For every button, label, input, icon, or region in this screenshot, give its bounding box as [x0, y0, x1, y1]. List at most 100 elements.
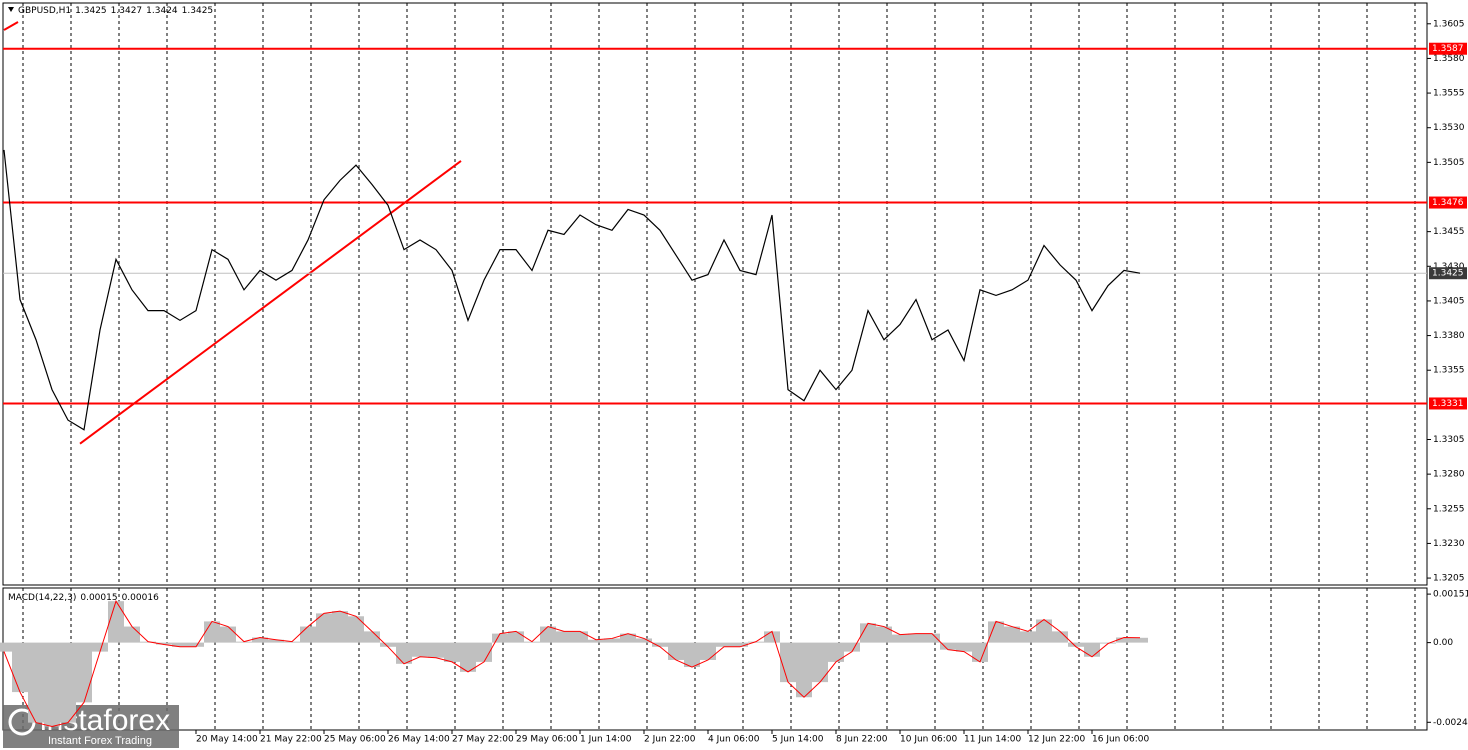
y-tick-label: 1.3230 [1433, 539, 1465, 549]
macd-bar [204, 621, 220, 643]
macd-bar [636, 638, 652, 643]
macd-bar [828, 642, 844, 662]
macd-bar [92, 642, 108, 652]
x-tick-label: 29 May 06:00 [516, 735, 578, 745]
level-label: 1.3331 [1432, 399, 1464, 409]
macd-bar [316, 613, 332, 643]
macd-bar [604, 638, 620, 643]
macd-bar [380, 642, 396, 647]
macd-bar [876, 626, 892, 643]
time-grid [22, 3, 1416, 730]
y-tick-label: 1.3255 [1433, 504, 1465, 514]
macd-bar [76, 642, 92, 703]
x-tick-label: 1 Jun 14:00 [580, 735, 632, 745]
macd-bar [0, 642, 12, 652]
macd-bar [588, 639, 604, 643]
level-label-bg [1429, 196, 1467, 209]
macd-bar [412, 642, 428, 657]
macd-header: MACD(14,22,3) 0.00015 0.00016 [8, 593, 159, 603]
macd-bar [172, 642, 188, 647]
y-tick-label: 1.3455 [1433, 227, 1465, 237]
collapse-icon [8, 7, 14, 12]
y-tick-label: -0.00248 [1433, 718, 1468, 728]
macd-bar [812, 642, 828, 683]
x-tick-label: 2 Jun 22:00 [644, 735, 696, 745]
macd-bar [12, 642, 28, 693]
macd-bar [796, 642, 812, 698]
y-tick-label: 1.3280 [1433, 470, 1465, 480]
y-tick-label: 1.3355 [1433, 366, 1465, 376]
x-tick-label: 5 Jun 14:00 [772, 735, 824, 745]
macd-bar [396, 642, 412, 664]
trendline [79, 160, 462, 445]
macd-bar [508, 631, 524, 643]
watermark-tagline: Instant Forex Trading [48, 735, 152, 747]
macd-bar [860, 623, 876, 643]
macd-bar [1052, 631, 1068, 643]
macd-bar [684, 642, 700, 668]
macd-bar [268, 639, 284, 643]
macd-bar [892, 634, 908, 643]
y-tick-label: 1.3430 [1433, 262, 1465, 272]
macd-bar [1084, 642, 1100, 657]
macd-bar [700, 642, 716, 660]
x-tick-label: 27 May 22:00 [452, 735, 514, 745]
level-label: 1.3476 [1432, 198, 1464, 208]
signal-line [3, 599, 1141, 727]
macd-bar [124, 626, 140, 643]
y-tick-label: 0.00151 [1433, 590, 1468, 600]
macd-bar [444, 642, 460, 662]
macd-bar [924, 633, 940, 643]
macd-bar [956, 642, 972, 652]
header-part: 1.3425 [75, 6, 107, 16]
macd-bar [764, 631, 780, 643]
macd-bar [972, 642, 988, 662]
level-label-bg [1429, 397, 1467, 410]
macd-bar [556, 631, 572, 643]
x-tick-label: 26 May 14:00 [388, 735, 450, 745]
x-tick-label: 16 Jun 06:00 [1092, 735, 1149, 745]
y-tick-label: 1.3380 [1433, 331, 1465, 341]
macd-bar [620, 633, 636, 643]
y-tick-label: 1.3555 [1433, 89, 1465, 99]
header-part: GBPUSD,H1 [18, 6, 71, 16]
macd-bar [492, 633, 508, 643]
header-part: 0.00016 [122, 593, 159, 603]
macd-bar [1068, 642, 1084, 647]
level-label-bg [1429, 42, 1467, 55]
macd-bar [60, 642, 76, 723]
macd-bar [1020, 631, 1036, 643]
header-part: MACD(14,22,3) [8, 593, 76, 603]
x-tick-label: 25 May 06:00 [324, 735, 386, 745]
macd-bar [156, 642, 172, 645]
macd-bar [364, 631, 380, 643]
macd-bar [652, 642, 668, 647]
x-tick-label: 12 Jun 22:00 [1028, 735, 1085, 745]
y-tick-label: 1.3405 [1433, 296, 1465, 306]
main-frame [2, 2, 1428, 586]
current-price-label: 1.3425 [1432, 269, 1464, 279]
macd-bar [1116, 637, 1132, 643]
macd-bar [732, 642, 748, 647]
y-tick-label: 0.00 [1433, 638, 1453, 648]
macd-bar [220, 626, 236, 643]
macd-bar [428, 642, 444, 658]
macd-bar [460, 642, 476, 672]
x-tick-label: 10 Jun 06:00 [900, 735, 957, 745]
header-part: 1.3425 [182, 6, 214, 16]
macd-bar [332, 611, 348, 643]
current-price-bg [1429, 267, 1467, 280]
macd-bar [348, 616, 364, 643]
macd-bar [780, 642, 796, 683]
drawing-stub [3, 21, 19, 31]
macd-bar [188, 642, 204, 647]
y-tick-label: 1.3580 [1433, 54, 1465, 64]
macd-bar [476, 642, 492, 662]
macd-bar [988, 621, 1004, 643]
y-tick-label: 1.3530 [1433, 123, 1465, 133]
macd-bar [1036, 619, 1052, 643]
x-tick-label: 21 May 22:00 [260, 735, 322, 745]
x-tick-label: 8 Jun 22:00 [836, 735, 888, 745]
y-tick-label: 1.3205 [1433, 574, 1465, 584]
